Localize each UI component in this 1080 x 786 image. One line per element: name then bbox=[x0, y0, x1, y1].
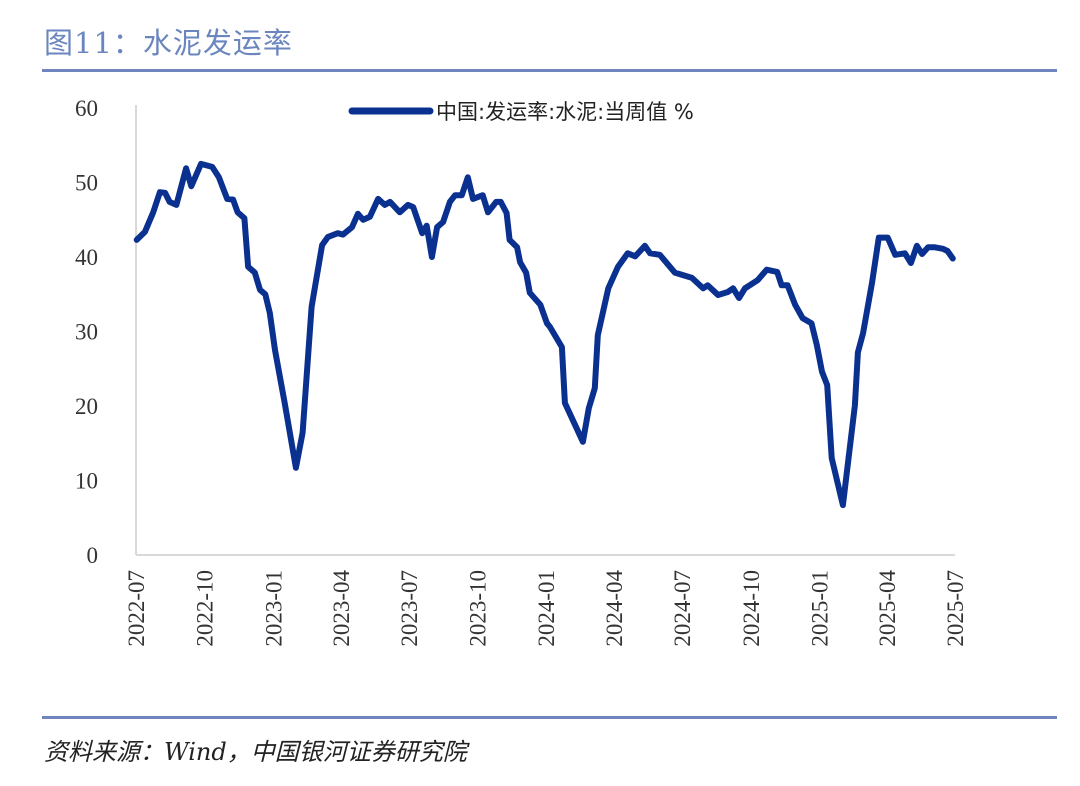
y-tick-label: 20 bbox=[75, 394, 98, 419]
x-tick-label: 2024-01 bbox=[534, 570, 559, 647]
x-tick-label: 2025-01 bbox=[808, 570, 833, 647]
series-line bbox=[133, 160, 956, 509]
x-tick-label: 2023-01 bbox=[261, 570, 286, 647]
x-tick-label: 2023-04 bbox=[329, 570, 354, 647]
x-tick-label: 2025-04 bbox=[875, 570, 900, 647]
x-tick-label: 2025-07 bbox=[943, 570, 968, 647]
x-tick-label: 2022-07 bbox=[124, 570, 149, 647]
y-tick-label: 10 bbox=[75, 469, 98, 494]
x-tick-label: 2023-07 bbox=[397, 570, 422, 647]
legend-label: 中国:发运率:水泥:当周值 % bbox=[436, 100, 694, 124]
y-tick-label: 50 bbox=[75, 171, 98, 196]
title-divider bbox=[42, 69, 1057, 72]
footer-divider bbox=[42, 716, 1057, 719]
y-tick-label: 30 bbox=[75, 320, 98, 345]
x-tick-label: 2024-04 bbox=[602, 570, 627, 647]
y-tick-label: 0 bbox=[87, 543, 99, 568]
y-tick-label: 60 bbox=[75, 96, 98, 121]
legend: 中国:发运率:水泥:当周值 % bbox=[348, 100, 694, 124]
x-tick-label: 2024-07 bbox=[670, 570, 695, 647]
x-tick-label: 2022-10 bbox=[193, 570, 218, 647]
x-tick-label: 2023-10 bbox=[465, 570, 490, 647]
figure-title: 图11：水泥发运率 bbox=[44, 26, 293, 60]
x-tick-label: 2024-10 bbox=[739, 570, 764, 647]
source-note: 资料来源：Wind，中国银河证券研究院 bbox=[44, 738, 467, 766]
y-tick-label: 40 bbox=[75, 245, 98, 270]
